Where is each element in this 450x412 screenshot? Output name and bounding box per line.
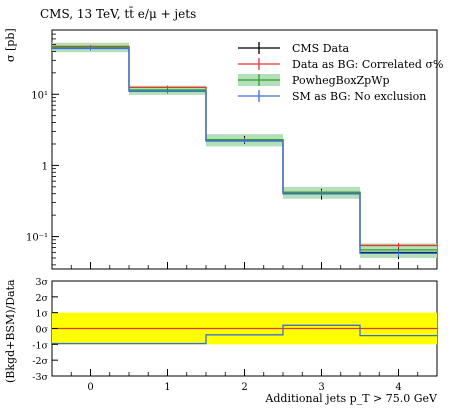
x-axis-label: Additional jets p_T > 75.0 GeV — [264, 392, 438, 405]
y-tick-label: 1 — [42, 161, 48, 172]
chart-title: CMS, 13 TeV, tt̄ e/μ + jets — [40, 5, 196, 21]
x-tick-label: 4 — [395, 382, 401, 393]
legend-entry-label: CMS Data — [292, 42, 350, 55]
ratio-y-tick-label: 3σ — [35, 277, 48, 288]
legend-entry-label: SM as BG: No exclusion — [292, 90, 426, 103]
ratio-y-tick-label: 0σ — [35, 325, 48, 336]
y-tick-label: 10¹ — [31, 90, 48, 101]
legend-entry-label: PowhegBoxZpWp — [292, 74, 390, 87]
ratio-y-tick-label: -2σ — [32, 356, 48, 367]
x-axis-ticks: 0 1 2 3 4 — [51, 262, 438, 393]
x-tick-label: 1 — [164, 382, 170, 393]
main-y-ticks: 10¹ 1 10⁻¹ — [26, 29, 59, 266]
ratio-y-tick-label: 2σ — [35, 293, 48, 304]
main-series-group — [52, 45, 437, 260]
ratio-line-1 — [52, 324, 437, 345]
ratio-y-axis-label: (Bkgd+BSM)/Data — [4, 279, 17, 383]
legend: CMS Data Data as BG: Correlated σ% PowhegB… — [238, 42, 443, 103]
y-tick-label: 10⁻¹ — [26, 233, 48, 244]
ratio-y-tick-label: -1σ — [32, 340, 48, 351]
main-y-axis-label: σ [pb] — [4, 28, 17, 62]
x-tick-label: 3 — [318, 382, 324, 393]
ratio-y-tick-label: -3σ — [32, 372, 48, 383]
legend-entry-label: Data as BG: Correlated σ% — [292, 58, 443, 71]
x-tick-label: 2 — [241, 382, 247, 393]
ratio-y-tick-label: 1σ — [35, 309, 48, 320]
ratio-y-ticks: 3σ 2σ 1σ 0σ -1σ -2σ -3σ — [32, 277, 58, 383]
x-tick-label: 0 — [87, 382, 93, 393]
ratio-series-group — [52, 324, 437, 345]
